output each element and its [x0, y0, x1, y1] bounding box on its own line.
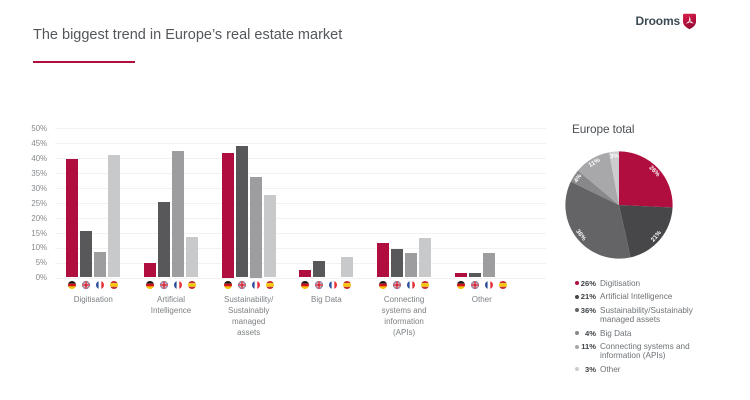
svg-text:3%: 3%: [610, 153, 620, 161]
svg-text:4%: 4%: [573, 173, 584, 185]
